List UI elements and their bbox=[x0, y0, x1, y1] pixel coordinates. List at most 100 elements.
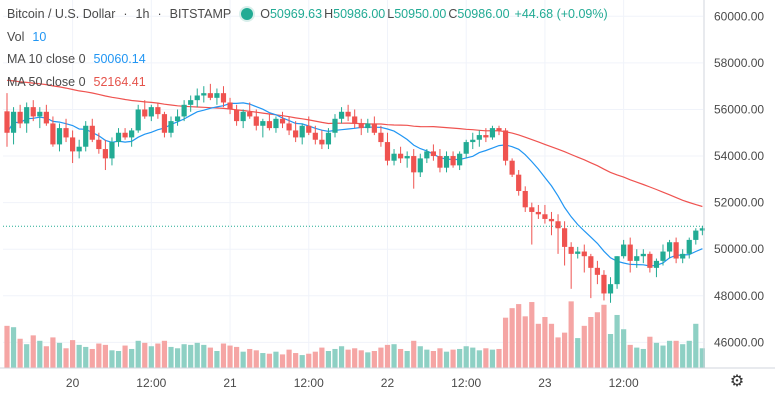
candle[interactable] bbox=[470, 139, 476, 143]
candle[interactable] bbox=[581, 251, 587, 257]
candle[interactable] bbox=[122, 132, 128, 138]
candle[interactable] bbox=[306, 125, 312, 133]
candle[interactable] bbox=[614, 256, 620, 285]
candle[interactable] bbox=[56, 128, 63, 145]
candle[interactable] bbox=[188, 100, 194, 105]
candle[interactable] bbox=[201, 93, 207, 96]
candle[interactable] bbox=[555, 221, 561, 229]
candle[interactable] bbox=[607, 284, 614, 294]
market-status-dot-icon[interactable] bbox=[241, 8, 254, 21]
candle[interactable] bbox=[568, 246, 574, 254]
candle[interactable] bbox=[437, 156, 443, 168]
candle[interactable] bbox=[457, 153, 463, 166]
candle[interactable] bbox=[673, 242, 679, 259]
candle[interactable] bbox=[463, 142, 469, 154]
candle[interactable] bbox=[181, 104, 187, 117]
candle[interactable] bbox=[30, 107, 36, 117]
candle[interactable] bbox=[424, 151, 430, 159]
candle[interactable] bbox=[430, 151, 436, 157]
candle[interactable] bbox=[398, 153, 404, 159]
candle[interactable] bbox=[325, 132, 332, 145]
candle[interactable] bbox=[43, 111, 49, 124]
candle[interactable] bbox=[168, 121, 174, 133]
candle[interactable] bbox=[286, 123, 292, 131]
candle[interactable] bbox=[634, 256, 640, 261]
candle[interactable] bbox=[562, 228, 568, 247]
candle[interactable] bbox=[207, 93, 213, 98]
symbol-name[interactable]: Bitcoin / U.S. Dollar bbox=[7, 7, 116, 21]
ma10-row[interactable]: MA 10 close 0 50060.14 bbox=[7, 48, 610, 71]
candle[interactable] bbox=[496, 128, 502, 131]
candle[interactable] bbox=[345, 111, 351, 117]
candle[interactable] bbox=[214, 93, 220, 98]
candle[interactable] bbox=[234, 109, 240, 122]
candle[interactable] bbox=[621, 244, 627, 257]
candle[interactable] bbox=[371, 123, 377, 133]
candle[interactable] bbox=[391, 153, 397, 161]
candle[interactable] bbox=[299, 125, 305, 138]
candle[interactable] bbox=[384, 142, 391, 161]
candle[interactable] bbox=[404, 156, 410, 159]
candle[interactable] bbox=[70, 137, 76, 152]
candle[interactable] bbox=[660, 251, 666, 261]
gear-icon[interactable]: ⚙ bbox=[729, 373, 745, 390]
candle[interactable] bbox=[338, 111, 345, 119]
candle[interactable] bbox=[50, 123, 56, 145]
candle[interactable] bbox=[161, 114, 168, 133]
candle[interactable] bbox=[142, 109, 148, 117]
candle[interactable] bbox=[516, 174, 522, 191]
candle[interactable] bbox=[155, 107, 161, 115]
candle[interactable] bbox=[83, 125, 89, 147]
ma10-line[interactable] bbox=[6, 102, 703, 267]
candle[interactable] bbox=[483, 135, 489, 138]
candle[interactable] bbox=[279, 118, 286, 124]
ma50-row[interactable]: MA 50 close 0 52164.41 bbox=[7, 71, 610, 94]
candle[interactable] bbox=[680, 253, 686, 259]
candle[interactable] bbox=[502, 130, 509, 161]
candle[interactable] bbox=[4, 111, 10, 133]
candle[interactable] bbox=[411, 156, 417, 173]
candle[interactable] bbox=[627, 244, 633, 261]
candle[interactable] bbox=[522, 190, 528, 208]
candle[interactable] bbox=[594, 267, 600, 275]
candle[interactable] bbox=[647, 253, 653, 268]
candle[interactable] bbox=[253, 116, 259, 126]
candle[interactable] bbox=[443, 156, 450, 168]
candle[interactable] bbox=[148, 107, 154, 117]
candle[interactable] bbox=[352, 116, 358, 124]
candle[interactable] bbox=[266, 121, 272, 129]
candle[interactable] bbox=[601, 274, 607, 294]
candle[interactable] bbox=[76, 146, 82, 152]
candle[interactable] bbox=[135, 109, 141, 131]
candle[interactable] bbox=[260, 121, 266, 126]
candle[interactable] bbox=[640, 253, 646, 257]
candle[interactable] bbox=[509, 160, 515, 175]
candle[interactable] bbox=[273, 118, 279, 129]
candle[interactable] bbox=[240, 111, 246, 122]
candle[interactable] bbox=[378, 132, 384, 143]
candle[interactable] bbox=[666, 242, 673, 252]
candle[interactable] bbox=[174, 116, 181, 122]
candle[interactable] bbox=[247, 111, 253, 117]
candle[interactable] bbox=[588, 256, 594, 268]
candle[interactable] bbox=[109, 142, 115, 159]
candle[interactable] bbox=[293, 130, 299, 138]
candle[interactable] bbox=[89, 125, 95, 140]
candle[interactable] bbox=[699, 228, 705, 231]
candle[interactable] bbox=[220, 93, 227, 103]
candle[interactable] bbox=[686, 239, 692, 254]
candle[interactable] bbox=[63, 128, 69, 138]
candle[interactable] bbox=[575, 251, 581, 254]
candle[interactable] bbox=[227, 102, 233, 110]
candle[interactable] bbox=[693, 230, 699, 240]
candle[interactable] bbox=[10, 111, 17, 133]
candle[interactable] bbox=[17, 111, 23, 124]
candle[interactable] bbox=[358, 123, 364, 129]
candle[interactable] bbox=[102, 149, 108, 159]
candle[interactable] bbox=[529, 207, 535, 212]
candle[interactable] bbox=[417, 158, 423, 173]
candle[interactable] bbox=[194, 95, 200, 101]
exchange-label[interactable]: BITSTAMP bbox=[169, 7, 232, 21]
